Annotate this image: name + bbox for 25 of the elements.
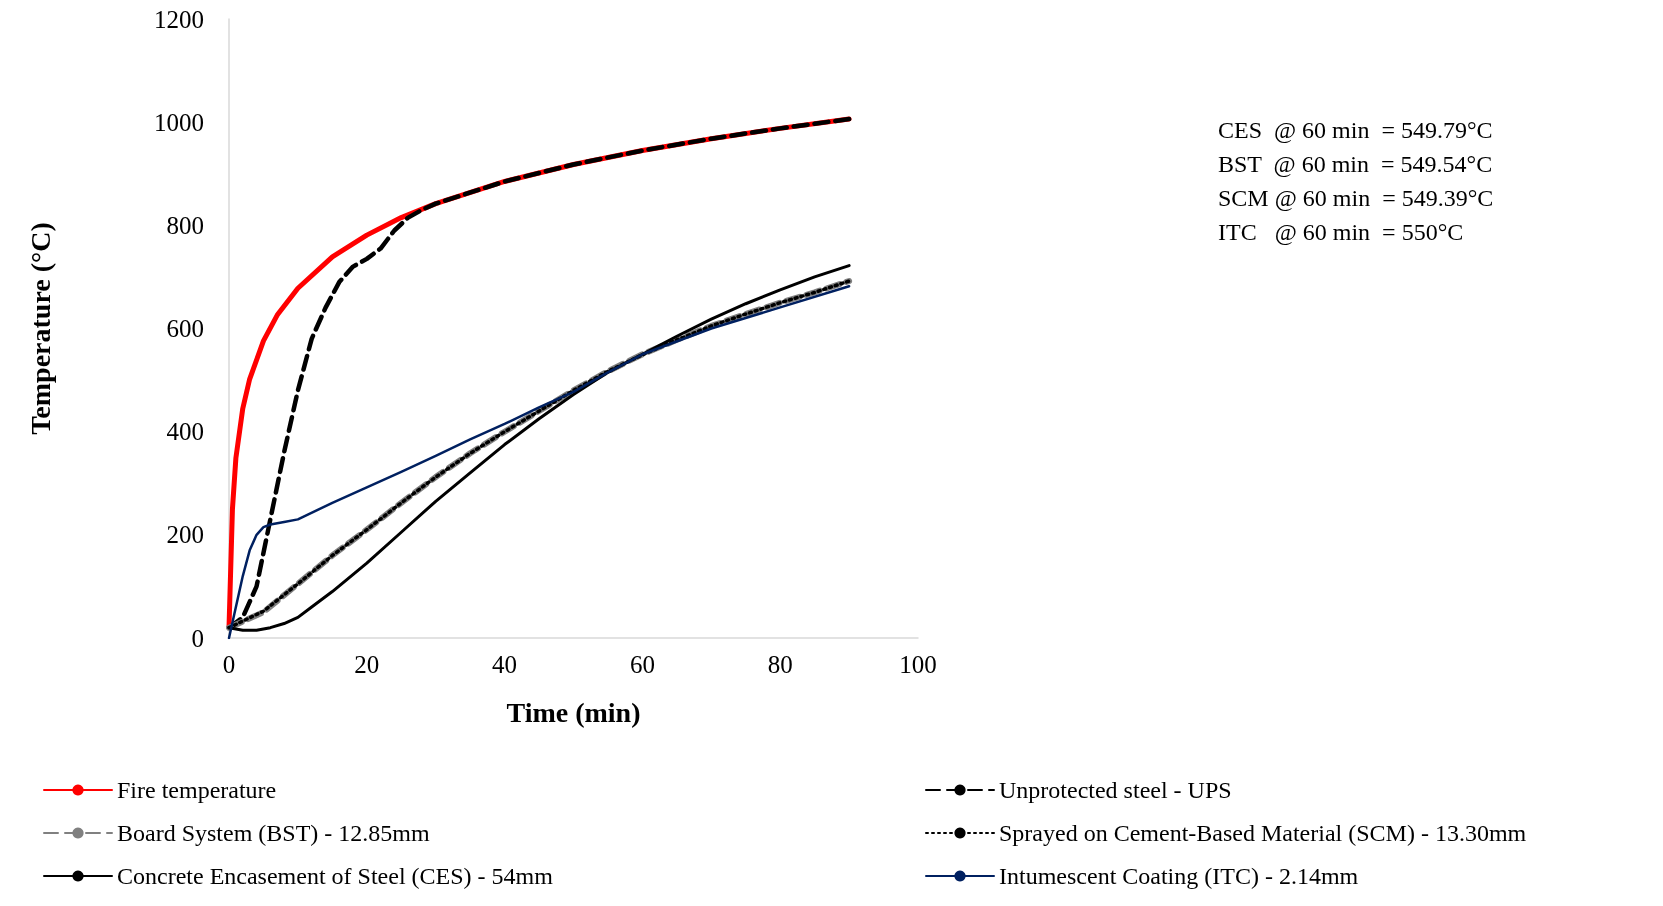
y-tick-label: 400 (166, 418, 204, 446)
x-tick-label: 0 (222, 651, 236, 678)
y-tick-label: 200 (166, 521, 204, 549)
legend-label: Sprayed on Cement-Based Material (SCM) - 13.30mm (999, 820, 1527, 846)
x-axis-title: Time (min) (506, 696, 641, 728)
text: CES @ 60 min = 549.79°C (1218, 117, 1493, 143)
text: ITC @ 60 min = 550°C (1218, 219, 1464, 245)
x-tick-label: 40 (492, 651, 518, 678)
legend-label: Fire temperature (117, 777, 277, 803)
legend-label: Board System (BST) - 12.85mm (117, 820, 430, 846)
x-tick-label: 100 (899, 651, 937, 678)
x-tick-label: 80 (767, 651, 793, 678)
y-tick-label: 1200 (154, 5, 204, 33)
legend-label: Unprotected steel - UPS (999, 777, 1232, 803)
legend-label: Concrete Encasement of Steel (CES) - 54mm (117, 863, 554, 889)
y-tick-label: 600 (166, 315, 204, 342)
legend-label: Intumescent Coating (ITC) - 2.14mm (999, 863, 1359, 889)
text: SCM @ 60 min = 549.39°C (1218, 185, 1494, 211)
text: BST @ 60 min = 549.54°C (1218, 151, 1493, 177)
y-tick-label: 0 (191, 624, 204, 652)
x-tick-label: 60 (629, 651, 655, 678)
y-tick-label: 800 (166, 211, 204, 239)
x-tick-label: 20 (354, 651, 380, 678)
y-axis-title: Temperature (°C) (24, 222, 56, 435)
y-tick-label: 1000 (154, 108, 204, 136)
